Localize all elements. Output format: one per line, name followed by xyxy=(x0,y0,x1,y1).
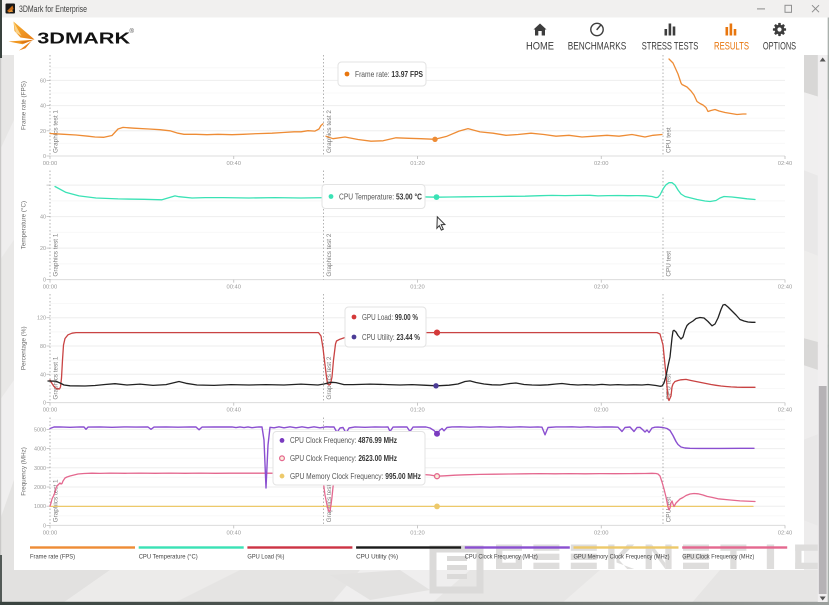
svg-text:GPU Load (%): GPU Load (%) xyxy=(247,554,284,561)
svg-text:Frame rate: 13.97 FPS: Frame rate: 13.97 FPS xyxy=(355,70,423,79)
svg-text:Graphics test 2: Graphics test 2 xyxy=(326,356,333,399)
svg-text:60: 60 xyxy=(40,78,46,84)
svg-text:CPU Temperature: 53.00 °C: CPU Temperature: 53.00 °C xyxy=(339,192,422,201)
svg-text:40: 40 xyxy=(40,104,46,110)
svg-text:20: 20 xyxy=(40,246,46,252)
svg-text:CPU Clock Frequency (MHz): CPU Clock Frequency (MHz) xyxy=(465,554,538,561)
svg-text:GPU Clock Frequency (MHz): GPU Clock Frequency (MHz) xyxy=(682,554,754,561)
svg-text:Graphics test 2: Graphics test 2 xyxy=(326,110,333,153)
svg-text:RESULTS: RESULTS xyxy=(714,41,749,53)
svg-text:00:40: 00:40 xyxy=(226,285,241,291)
svg-text:Graphics test 2: Graphics test 2 xyxy=(326,479,333,522)
svg-text:0: 0 xyxy=(43,523,46,529)
svg-text:02:40: 02:40 xyxy=(778,285,793,291)
svg-text:02:00: 02:00 xyxy=(594,408,609,414)
svg-text:00:00: 00:00 xyxy=(43,531,58,537)
svg-text:3000: 3000 xyxy=(34,466,46,472)
svg-text:CPU test: CPU test xyxy=(666,127,673,153)
svg-text:01:20: 01:20 xyxy=(410,285,425,291)
svg-text:00:40: 00:40 xyxy=(226,161,241,167)
svg-text:00:00: 00:00 xyxy=(43,161,58,167)
svg-text:GPU Clock Frequency: 2623.00 M: GPU Clock Frequency: 2623.00 MHz xyxy=(290,454,397,463)
svg-text:CPU Clock Frequency: 4876.99 M: CPU Clock Frequency: 4876.99 MHz xyxy=(290,436,397,445)
svg-text:20: 20 xyxy=(40,129,46,135)
svg-text:3DMark for Enterprise: 3DMark for Enterprise xyxy=(19,4,87,14)
svg-text:00:00: 00:00 xyxy=(43,285,58,291)
svg-text:CPU test: CPU test xyxy=(666,374,673,400)
svg-text:Temperature (°C): Temperature (°C) xyxy=(20,201,28,249)
svg-text:80: 80 xyxy=(40,344,46,350)
svg-text:GPU Memory Clock Frequency: 99: GPU Memory Clock Frequency: 995.00 MHz xyxy=(290,472,421,481)
svg-text:Graphics test 1: Graphics test 1 xyxy=(53,356,60,399)
svg-text:02:40: 02:40 xyxy=(778,531,793,537)
svg-text:01:20: 01:20 xyxy=(410,408,425,414)
svg-text:02:00: 02:00 xyxy=(594,285,609,291)
svg-text:CPU test: CPU test xyxy=(666,251,673,277)
svg-text:3DMARK: 3DMARK xyxy=(37,30,130,48)
svg-text:HOME: HOME xyxy=(526,41,554,53)
svg-text:5000: 5000 xyxy=(34,427,46,433)
svg-text:OPTIONS: OPTIONS xyxy=(763,41,796,53)
svg-text:02:00: 02:00 xyxy=(594,161,609,167)
svg-text:GPU Load: 99.00 %: GPU Load: 99.00 % xyxy=(362,313,418,322)
svg-text:Graphics test 1: Graphics test 1 xyxy=(53,233,60,276)
svg-text:Graphics test 1: Graphics test 1 xyxy=(53,479,60,522)
svg-text:BENCHMARKS: BENCHMARKS xyxy=(568,41,627,53)
svg-text:01:20: 01:20 xyxy=(410,531,425,537)
svg-text:0: 0 xyxy=(43,278,46,284)
svg-text:40: 40 xyxy=(40,215,46,221)
svg-text:CPU Utility: 23.44 %: CPU Utility: 23.44 % xyxy=(362,333,420,342)
svg-text:02:40: 02:40 xyxy=(778,161,793,167)
svg-text:Graphics test 1: Graphics test 1 xyxy=(53,110,60,153)
svg-text:1000: 1000 xyxy=(34,504,46,510)
svg-text:CPU Utility (%): CPU Utility (%) xyxy=(356,554,398,561)
svg-text:Graphics test 2: Graphics test 2 xyxy=(326,233,333,276)
svg-text:Frequency (MHz): Frequency (MHz) xyxy=(21,447,28,496)
svg-text:Frame rate (FPS): Frame rate (FPS) xyxy=(30,554,75,561)
svg-text:02:40: 02:40 xyxy=(778,408,793,414)
svg-text:02:00: 02:00 xyxy=(594,531,609,537)
svg-text:01:20: 01:20 xyxy=(410,161,425,167)
svg-text:2000: 2000 xyxy=(34,485,46,491)
svg-text:40: 40 xyxy=(40,372,46,378)
svg-text:00:40: 00:40 xyxy=(226,531,241,537)
svg-text:Percentage (%): Percentage (%) xyxy=(21,326,28,370)
svg-text:0: 0 xyxy=(43,401,46,407)
svg-text:®: ® xyxy=(130,28,135,35)
svg-text:120: 120 xyxy=(37,316,46,322)
svg-text:STRESS TESTS: STRESS TESTS xyxy=(642,41,699,53)
svg-text:CPU Temperature (°C): CPU Temperature (°C) xyxy=(139,553,198,561)
svg-text:0: 0 xyxy=(43,154,46,160)
svg-text:4000: 4000 xyxy=(34,447,46,453)
svg-text:00:40: 00:40 xyxy=(226,408,241,414)
svg-text:00:00: 00:00 xyxy=(43,408,58,414)
svg-text:GPU Memory Clock Frequency (MH: GPU Memory Clock Frequency (MHz) xyxy=(574,554,670,561)
svg-text:Frame rate (FPS): Frame rate (FPS) xyxy=(21,81,28,130)
